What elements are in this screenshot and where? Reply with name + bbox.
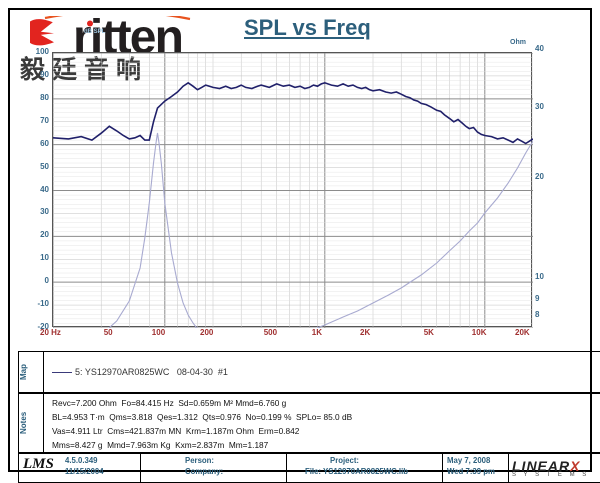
- svg-text:dB SPL: dB SPL: [84, 29, 106, 35]
